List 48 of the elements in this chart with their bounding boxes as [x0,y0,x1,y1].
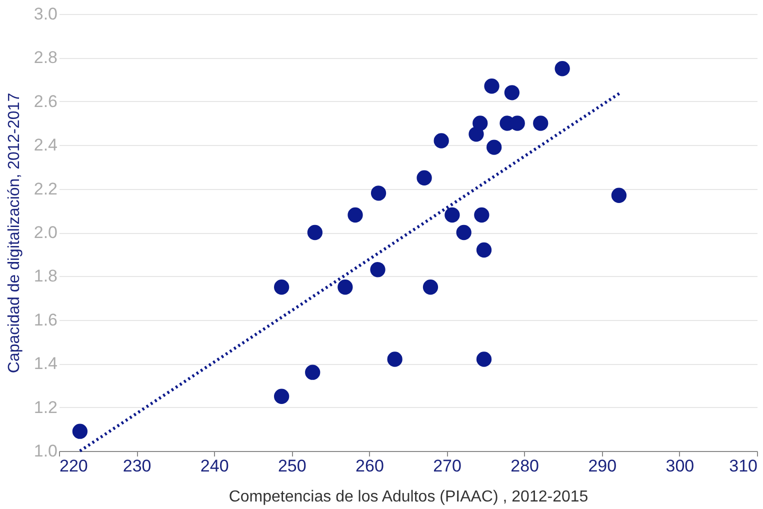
point [611,188,627,203]
point [533,116,548,131]
point [504,85,520,100]
y-tick-label: 2.4 [34,136,58,155]
y-axis-title: Capacidad de digitalización, 2012-2017 [6,92,23,374]
y-tick-label: 3.0 [34,4,58,24]
point [444,207,460,223]
x-tick-label: 280 [510,456,540,476]
x-tick-label: 300 [666,456,694,476]
point [387,352,402,367]
point [476,352,492,367]
y-tick-label: 2.2 [34,179,58,198]
point [474,207,490,223]
y-tick-label: 1.4 [34,354,58,374]
point [484,78,500,94]
point [434,133,449,148]
y-tick-label: 2.0 [34,223,58,242]
y-tick-label: 1.8 [34,266,58,286]
x-tick-label: 270 [433,456,462,476]
point [416,170,432,186]
point [305,364,320,380]
x-tick-label: 260 [356,456,384,476]
x-tick-label: 230 [122,456,152,476]
point [274,280,290,295]
point [476,242,492,258]
y-tick-label: 1.6 [34,310,58,330]
point [456,224,472,240]
x-axis-title: Competencias de los Adultos (PIAAC) , 2012-2015 [228,488,588,506]
point [486,140,502,155]
point [422,280,438,295]
y-tick-label: 1.2 [34,398,58,417]
y-tick-label: 2.6 [34,92,58,111]
x-tick-label: 290 [588,456,617,476]
x-tick-label: 240 [200,456,229,476]
point [348,207,363,223]
x-tick-label: 220 [60,456,88,476]
point [72,424,88,439]
point [472,116,488,131]
y-tick-label: 2.8 [34,48,58,68]
x-tick-label: 250 [278,456,306,476]
point [370,262,386,278]
y-tick-label: 1.0 [34,442,58,460]
point [370,186,386,201]
point [554,61,570,76]
point [338,280,353,295]
point [307,224,323,240]
x-tick-label: 310 [729,456,758,476]
point [274,388,290,404]
